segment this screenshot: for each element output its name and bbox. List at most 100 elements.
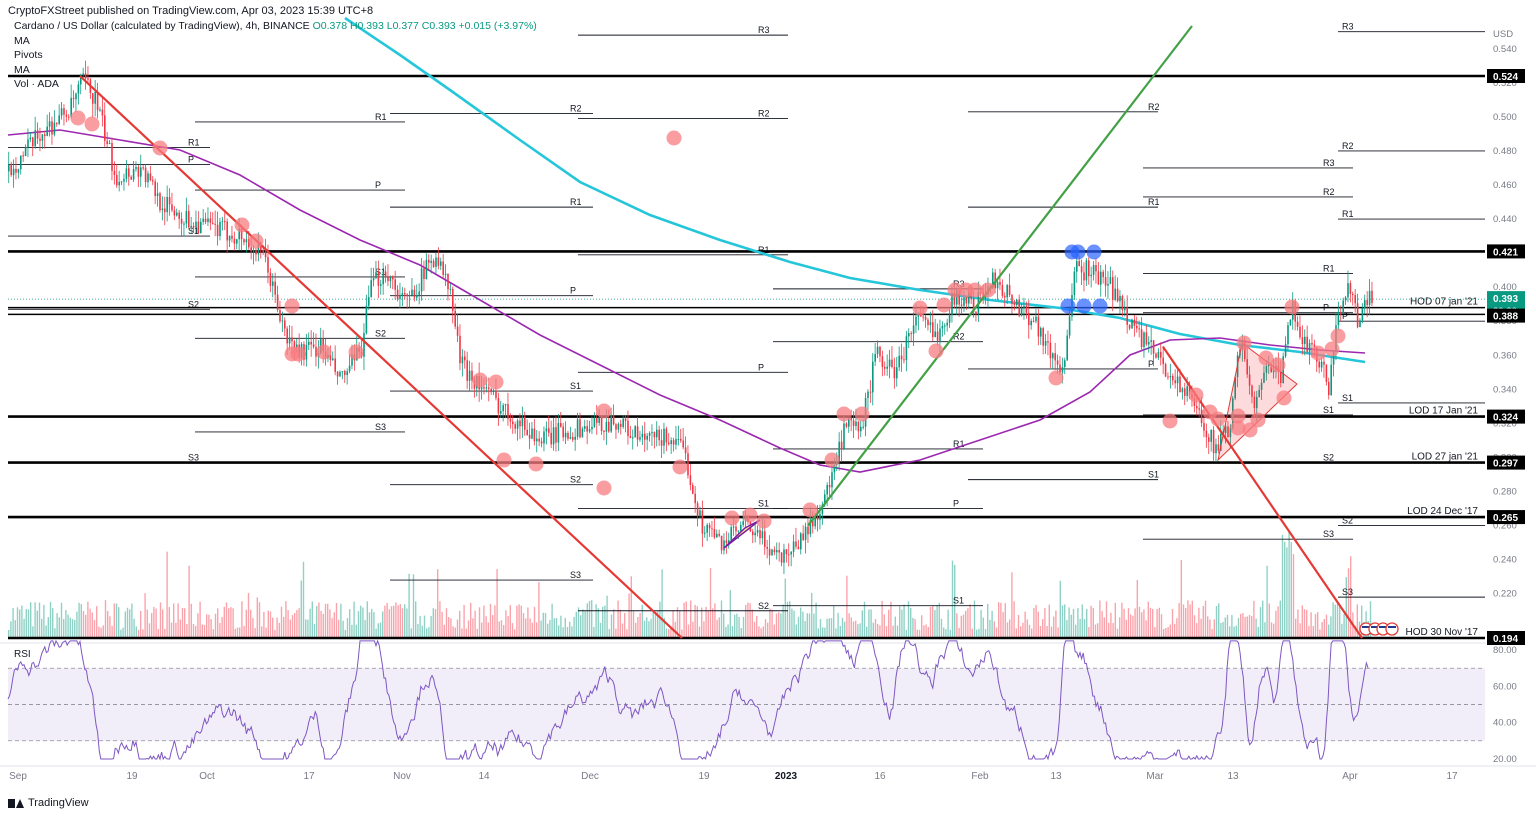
volume-bar (881, 600, 883, 638)
candle-body (1203, 423, 1205, 431)
volume-bar (32, 626, 34, 638)
candle-body (459, 335, 461, 364)
event-markers (70, 110, 1399, 636)
volume-bar (395, 602, 397, 638)
volume-bar (1174, 623, 1176, 638)
volume-bar (663, 617, 665, 638)
volume-bar (969, 604, 971, 638)
candle-body (495, 390, 497, 398)
candle-body (1301, 337, 1304, 345)
event-marker-red (742, 507, 758, 523)
candle-body (308, 341, 310, 345)
candle-body (1160, 351, 1162, 358)
candle-body (572, 436, 574, 440)
volume-bar (670, 626, 672, 638)
event-marker-red (947, 282, 963, 298)
candle-body (87, 78, 89, 80)
volume-bar (505, 610, 507, 638)
candle-body (828, 485, 831, 488)
candle-body (147, 173, 149, 183)
volume-bar (676, 607, 679, 638)
volume-bar (1290, 542, 1292, 638)
volume-bar (1077, 608, 1079, 638)
tradingview-branding[interactable]: TradingView (8, 797, 89, 809)
volume-bar (1132, 615, 1134, 638)
candle-body (581, 428, 584, 438)
volume-bar (1339, 606, 1341, 638)
volume-bar (949, 629, 951, 638)
pivot-label-37: S3 (1323, 529, 1334, 539)
price-tick-label: 0.260 (1493, 521, 1517, 532)
candle-body (658, 429, 660, 441)
volume-bar (30, 602, 32, 638)
volume-bar (696, 606, 698, 638)
pivot-label-12: P (570, 286, 576, 296)
volume-bar (107, 611, 109, 638)
candle-body (204, 218, 207, 222)
volume-bar (241, 601, 243, 638)
candle-body (886, 366, 888, 369)
candle-body (420, 268, 423, 292)
candle-body (804, 526, 807, 540)
volume-bar (1090, 605, 1092, 638)
volume-bar (978, 628, 980, 638)
level-tag-5 (1487, 455, 1525, 470)
candle-body (58, 115, 60, 124)
volume-bar (896, 625, 899, 638)
volume-bar (1134, 608, 1136, 638)
legend-indicator-pivots[interactable]: Pivots (14, 49, 43, 62)
candle-body (879, 346, 881, 357)
volume-bar (384, 605, 386, 638)
volume-bar (778, 612, 780, 638)
volume-bar (162, 609, 164, 638)
candle-body (185, 211, 188, 224)
volume-bar (450, 618, 452, 638)
candle-body (1018, 299, 1020, 316)
volume-bar (1163, 628, 1165, 638)
legend-indicator-volume[interactable]: Vol · ADA (14, 78, 59, 91)
candle-body (838, 441, 840, 462)
volume-bar (866, 626, 868, 638)
candle-body (732, 526, 735, 528)
volume-bar (1024, 611, 1026, 638)
legend-symbol-row[interactable]: Cardano / US Dollar (calculated by Tradi… (14, 19, 537, 34)
candle-body (512, 421, 514, 425)
volume-bar (936, 604, 938, 638)
volume-bar (855, 620, 857, 638)
candle-body (51, 121, 53, 135)
volume-bar (1125, 619, 1127, 638)
volume-bar (210, 619, 212, 638)
volume-bar (269, 611, 272, 638)
candle-body (946, 322, 948, 326)
volume-bar (397, 605, 399, 638)
price-tick-label: 0.320 (1493, 418, 1517, 429)
volume-bar (749, 603, 751, 638)
candle-body (778, 550, 780, 553)
candle-body (492, 390, 495, 393)
volume-bar (907, 601, 910, 638)
volume-bar (489, 603, 492, 638)
candle-body (908, 333, 910, 337)
event-marker-red (802, 502, 818, 518)
time-axis[interactable]: Sep 19 Oct 17 Nov 14 Dec 19 2023 16 Feb 13 Mar 13 Apr 1… (0, 765, 1536, 782)
legend-indicator-ma2[interactable]: MA (14, 63, 30, 76)
volume-bar (265, 627, 267, 638)
volume-bar (1191, 600, 1193, 638)
volume-bar (1246, 616, 1248, 638)
volume-bar (1345, 577, 1347, 638)
candle-body (922, 316, 924, 318)
volume-bar (1314, 614, 1317, 638)
volume-bar (1015, 628, 1017, 638)
volume-bar (1156, 609, 1158, 638)
volume-bar (133, 618, 135, 638)
legend-indicator-ma1[interactable]: MA (14, 34, 30, 47)
candle-body (939, 328, 941, 341)
candle-body (891, 359, 893, 368)
candle-body (514, 424, 516, 429)
candle-body (1080, 266, 1083, 273)
volume-bar (1207, 616, 1209, 638)
candle-body (1124, 307, 1126, 311)
candle-body (1306, 336, 1308, 352)
price-axis[interactable]: USD0.2200.2400.2600.2800.3000.3200.3400.… (1486, 0, 1536, 790)
